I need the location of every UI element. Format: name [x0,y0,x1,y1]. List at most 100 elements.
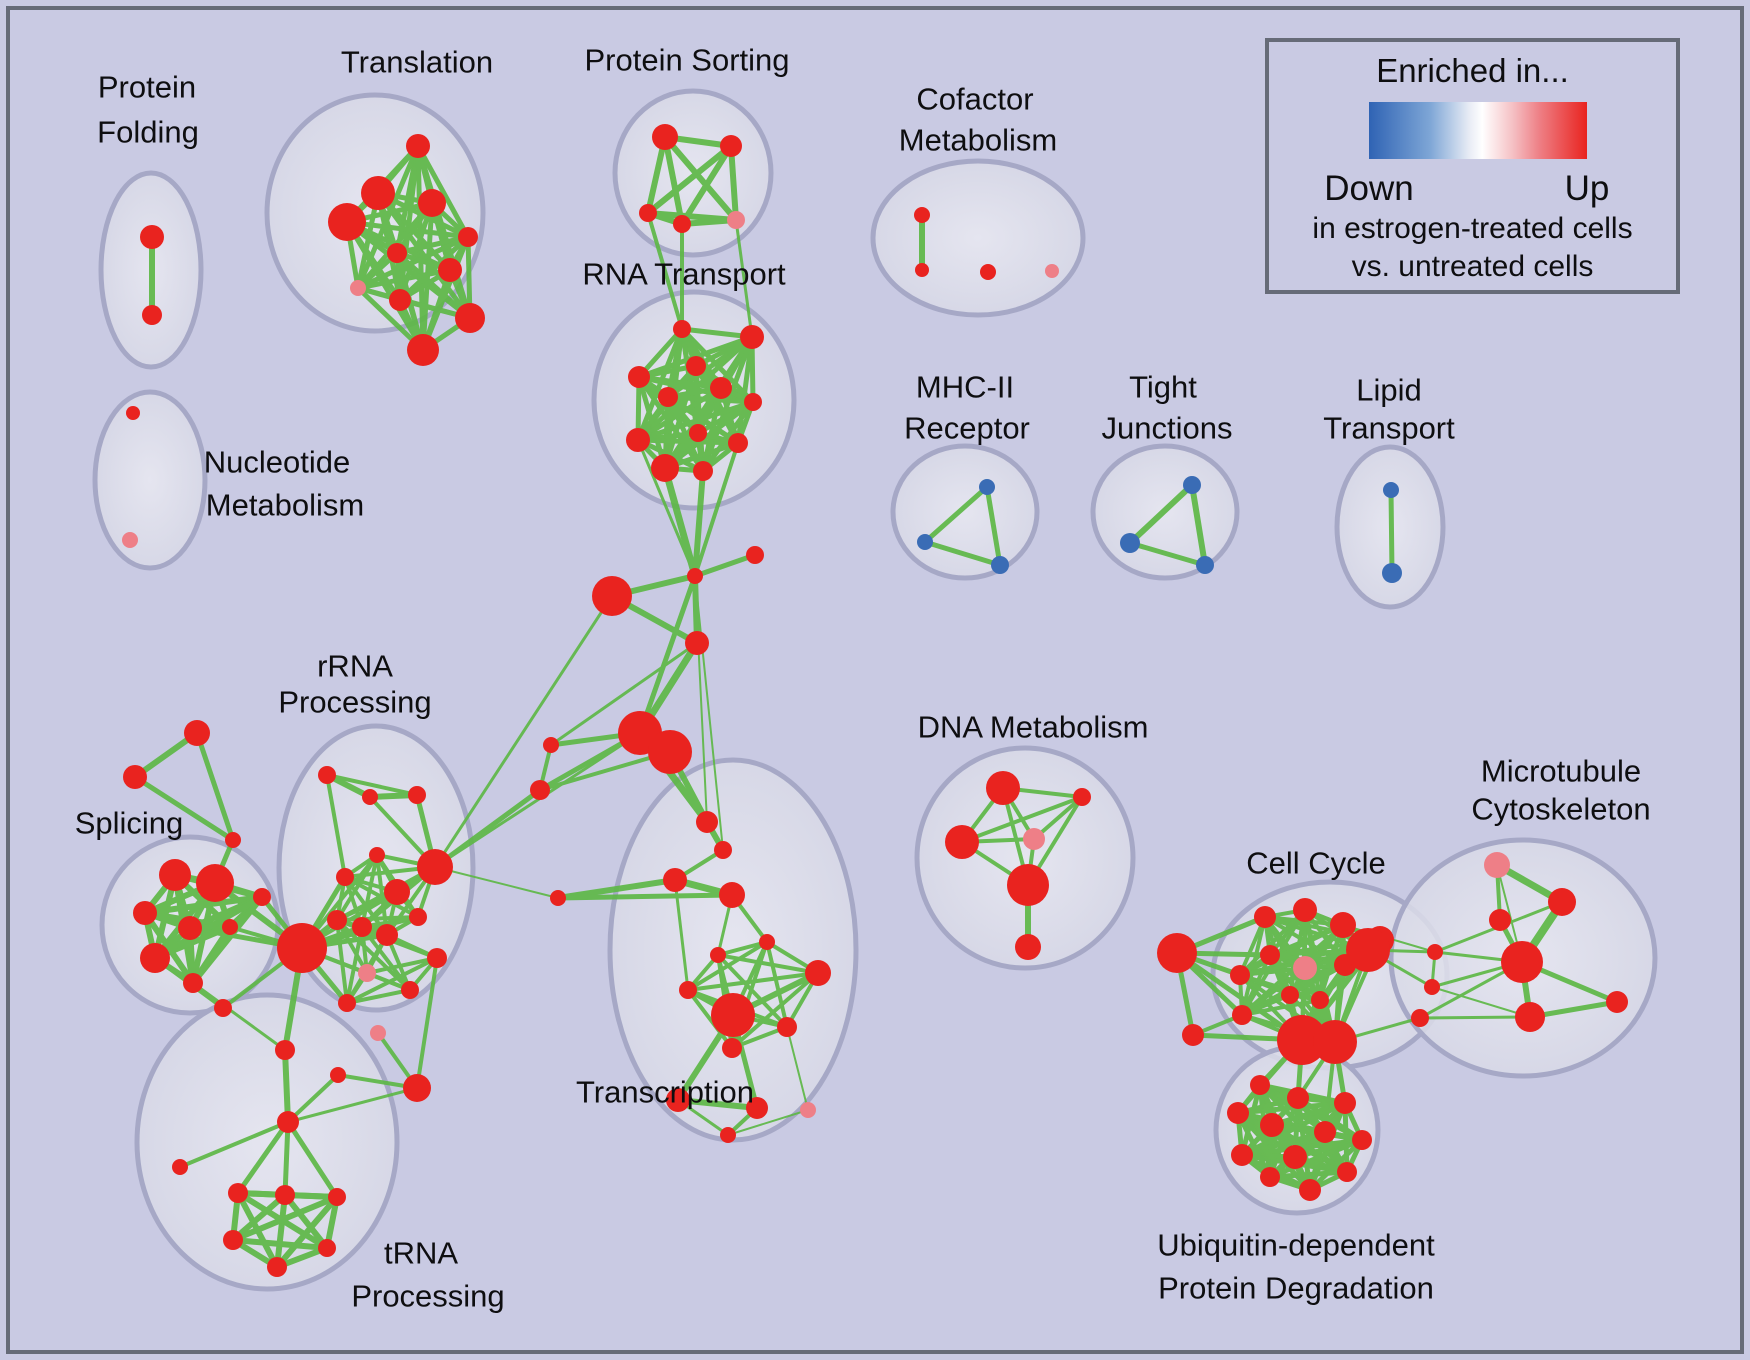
network-edge [274,1192,288,1270]
network-node [710,377,732,399]
network-node [1606,991,1628,1013]
network-node [686,356,706,376]
network-node [722,1038,742,1058]
network-node [639,204,657,222]
network-node [1299,1179,1321,1201]
network-node [663,868,687,892]
network-node [651,454,679,482]
network-edge [693,441,740,578]
network-node [1281,986,1299,1004]
network-edge [636,438,697,578]
cluster-label-tight-junctions: Tight [1129,370,1197,405]
network-edge [662,134,739,223]
network-edge [433,731,642,869]
network-node [687,568,703,584]
network-node [740,325,764,349]
network-edge [345,925,364,1005]
network-node [275,1040,295,1060]
network-node [746,546,764,564]
network-node [318,1239,336,1257]
network-edge [1189,482,1208,568]
network-node [417,849,453,885]
network-edge [335,918,369,975]
network-edge [282,1047,291,1125]
network-node [330,1067,346,1083]
cluster-label-rrna-processing: rRNA [317,649,393,684]
network-node [1260,1113,1284,1137]
network-node [991,556,1009,574]
network-node [696,811,718,833]
network-edge [673,878,690,992]
network-node [1383,482,1399,498]
network-node [361,176,395,210]
cluster-label-rrna-processing: Processing [278,685,431,720]
network-edge [735,334,755,446]
network-node [418,189,446,217]
cluster-labels: Protein Folding Translation Protein Sorting… [75,43,1651,1314]
network-edge [282,1192,330,1251]
network-edge [700,399,756,474]
network-edge [686,988,734,1050]
network-edge [1238,908,1307,977]
network-node [458,227,478,247]
network-node [626,428,650,452]
cluster-label-lipid-transport: Lipid [1356,373,1422,408]
network-node [727,211,745,229]
network-edge [637,573,698,736]
network-node [328,203,366,241]
cluster-label-protein-sorting: Protein Sorting [584,43,789,78]
network-node [159,859,191,891]
network-edge [433,594,614,869]
network-node [1311,991,1329,1009]
cluster-ellipse-mhc-ii-receptor [890,443,1040,581]
network-node [427,948,447,968]
network-node [184,720,210,746]
network-node [389,289,411,311]
network-node [1196,556,1214,574]
network-node [666,1088,690,1112]
network-node [1183,476,1201,494]
network-node [1352,1130,1372,1150]
network-edge [1431,986,1531,1018]
network-edge [922,539,1003,568]
network-node [350,280,366,296]
network-edge [786,1026,809,1111]
network-edge [152,894,265,961]
cluster-label-transcription: Transcription [576,1075,754,1110]
network-edge [285,1119,340,1200]
network-edge [286,1086,419,1124]
network-edge [335,918,349,1005]
network-node [915,263,929,277]
network-node [746,1097,768,1119]
network-node [336,868,354,886]
network-edge [694,575,708,823]
cluster-label-ubiquitin-degradation: Ubiquitin-dependent [1157,1228,1435,1263]
network-edge [132,774,236,843]
network-node [1330,912,1356,938]
network-node [403,1074,431,1102]
network-edge [1307,1137,1365,1193]
network-node [800,1102,816,1118]
network-node [277,923,327,973]
network-edge [325,773,347,879]
network-edge [922,484,990,545]
network-node [401,981,419,999]
network-edge [692,468,706,579]
legend-down-label: Down [1324,169,1414,208]
network-node [275,1185,295,1205]
network-edge [360,925,412,992]
network-node [673,215,691,233]
cluster-label-protein-folding: Folding [97,115,199,150]
network-node [133,901,157,925]
network-node [986,771,1020,805]
network-node [126,406,140,420]
network-edge [661,464,699,580]
network-node [744,393,762,411]
network-edge [555,877,678,901]
network-node [1427,944,1443,960]
network-node [719,882,745,908]
network-edge [730,971,820,1050]
network-node [352,917,372,937]
